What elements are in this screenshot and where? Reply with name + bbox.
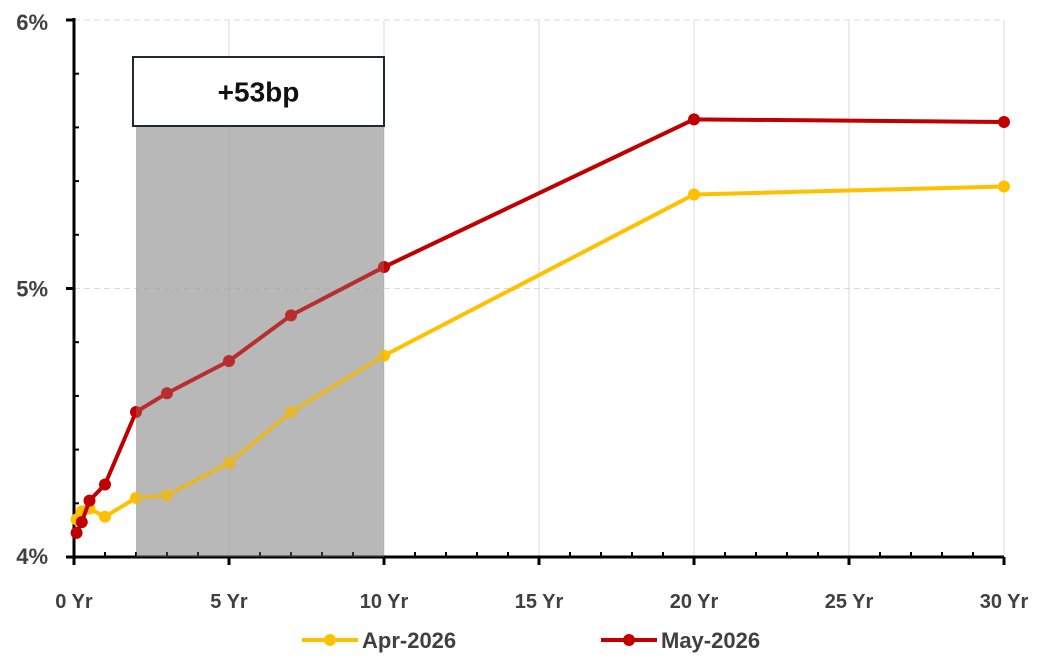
x-tick-label: 15 Yr <box>515 591 564 613</box>
annotation-label: +53bp <box>218 77 300 108</box>
legend-item-may-2026: May-2026 <box>601 628 760 653</box>
data-point <box>130 491 142 504</box>
data-point <box>83 494 96 507</box>
axes <box>66 18 1006 565</box>
data-point <box>285 406 297 419</box>
legend-label: Apr-2026 <box>362 628 456 653</box>
data-point <box>688 188 700 201</box>
legend: Apr-2026 May-2026 <box>302 628 760 653</box>
series-may-2026 <box>70 113 1010 539</box>
data-point <box>99 478 111 491</box>
data-point <box>99 510 111 523</box>
data-point <box>161 387 173 400</box>
annotation-box <box>132 56 385 127</box>
data-point <box>75 516 88 529</box>
highlight-band <box>136 126 384 557</box>
y-tick-label: 4% <box>16 544 48 569</box>
data-point <box>223 354 235 367</box>
legend-item-apr-2026: Apr-2026 <box>302 628 456 653</box>
x-tick-label: 0 Yr <box>55 591 93 613</box>
series-lines <box>70 113 1010 557</box>
data-point <box>998 180 1010 193</box>
highlight-band-overlay <box>136 126 384 557</box>
axis-labels: 4% 5% 6% 0 Yr 5 Yr 10 Yr 15 Yr 20 Yr 25 Yr 30 Yr <box>16 10 1028 613</box>
y-tick-label: 5% <box>16 277 48 302</box>
x-tick-label: 25 Yr <box>825 591 874 613</box>
x-tick-label: 30 Yr <box>980 591 1029 613</box>
shaded-region <box>136 126 384 557</box>
legend-label: May-2026 <box>661 628 760 653</box>
data-point <box>378 261 390 274</box>
data-point <box>161 489 173 502</box>
legend-marker <box>623 634 635 646</box>
y-tick-label: 6% <box>16 10 48 35</box>
data-point <box>998 116 1010 129</box>
x-tick-label: 10 Yr <box>360 591 409 613</box>
data-point <box>70 526 83 539</box>
data-point <box>688 113 700 126</box>
x-tick-label: 5 Yr <box>210 591 248 613</box>
data-point <box>378 349 390 362</box>
legend-marker <box>324 634 336 646</box>
annotation: +53bp <box>132 56 385 127</box>
data-point <box>223 457 235 470</box>
x-tick-label: 20 Yr <box>670 591 719 613</box>
data-point <box>130 406 142 419</box>
data-point <box>285 309 297 322</box>
